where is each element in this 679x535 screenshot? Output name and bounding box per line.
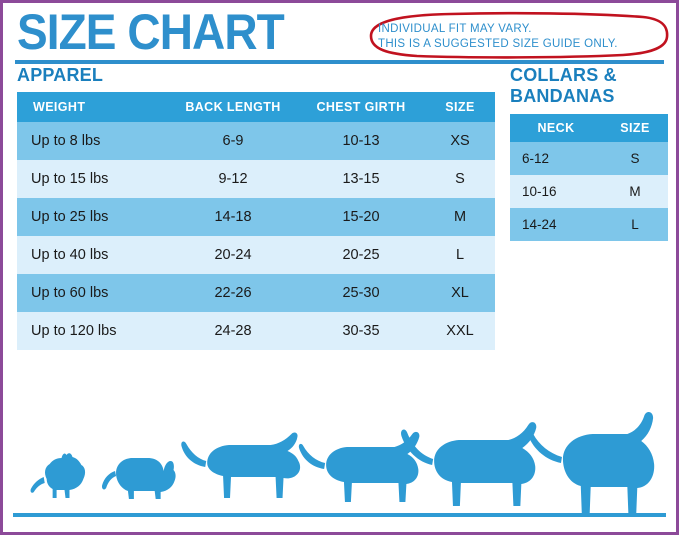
card-inner: SIZE CHART INDIVIDUAL FIT MAY VARY. THIS… <box>3 3 676 532</box>
collars-heading-line-2: BANDANAS <box>510 86 615 106</box>
disclaimer-text: INDIVIDUAL FIT MAY VARY. THIS IS A SUGGE… <box>378 22 618 51</box>
ground-line <box>13 513 666 517</box>
cell-size: XXL <box>425 312 495 350</box>
cell-chest-girth: 20-25 <box>297 236 425 274</box>
cell-back-length: 20-24 <box>169 236 297 274</box>
tables-area: APPAREL WEIGHT BACK LENGTH CHEST GIRTH S… <box>13 65 668 377</box>
cell-size: L <box>425 236 495 274</box>
table-row: Up to 120 lbs 24-28 30-35 XXL <box>17 312 495 350</box>
cell-chest-girth: 13-15 <box>297 160 425 198</box>
cell-neck: 14-24 <box>510 208 602 241</box>
cell-size: XS <box>425 122 495 160</box>
apparel-col-size: SIZE <box>425 92 495 122</box>
husky-silhouette <box>401 422 537 506</box>
cell-neck: 6-12 <box>510 142 602 175</box>
table-row: 14-24 L <box>510 208 668 241</box>
cell-back-length: 6-9 <box>169 122 297 160</box>
collars-section: COLLARS & BANDANAS NECK SIZE 6-12 S <box>510 65 668 241</box>
header: SIZE CHART INDIVIDUAL FIT MAY VARY. THIS… <box>13 3 669 65</box>
cell-size: M <box>602 175 668 208</box>
apparel-col-back-length: BACK LENGTH <box>169 92 297 122</box>
great-dane-silhouette <box>527 412 655 513</box>
collars-table: NECK SIZE 6-12 S 10-16 M <box>510 114 668 241</box>
page-title: SIZE CHART <box>17 4 285 60</box>
red-oval-annotation <box>369 11 669 59</box>
dog-silhouettes-svg <box>13 412 666 517</box>
disclaimer-line-1: INDIVIDUAL FIT MAY VARY. <box>378 23 532 35</box>
collars-heading-line-1: COLLARS & <box>510 65 617 85</box>
cell-size: L <box>602 208 668 241</box>
apparel-header-row: WEIGHT BACK LENGTH CHEST GIRTH SIZE <box>17 92 495 122</box>
apparel-col-weight: WEIGHT <box>17 92 169 122</box>
cell-back-length: 9-12 <box>169 160 297 198</box>
cell-weight: Up to 8 lbs <box>17 122 169 160</box>
cell-neck: 10-16 <box>510 175 602 208</box>
labrador-silhouette <box>181 432 301 498</box>
pomeranian-silhouette <box>30 453 86 498</box>
title-underline <box>15 60 664 64</box>
cell-chest-girth: 10-13 <box>297 122 425 160</box>
cell-chest-girth: 15-20 <box>297 198 425 236</box>
disclaimer-line-2: THIS IS A SUGGESTED SIZE GUIDE ONLY. <box>378 37 618 50</box>
table-row: Up to 60 lbs 22-26 25-30 XL <box>17 274 495 312</box>
table-row: 10-16 M <box>510 175 668 208</box>
table-row: Up to 15 lbs 9-12 13-15 S <box>17 160 495 198</box>
apparel-heading: APPAREL <box>17 65 104 85</box>
cell-chest-girth: 25-30 <box>297 274 425 312</box>
table-row: Up to 8 lbs 6-9 10-13 XS <box>17 122 495 160</box>
table-row: Up to 25 lbs 14-18 15-20 M <box>17 198 495 236</box>
collars-col-neck: NECK <box>510 114 602 142</box>
cell-size: S <box>602 142 668 175</box>
collars-header-row: NECK SIZE <box>510 114 668 142</box>
apparel-table: WEIGHT BACK LENGTH CHEST GIRTH SIZE Up t… <box>17 92 495 350</box>
cell-back-length: 22-26 <box>169 274 297 312</box>
cell-size: XL <box>425 274 495 312</box>
table-row: Up to 40 lbs 20-24 20-25 L <box>17 236 495 274</box>
cell-size: S <box>425 160 495 198</box>
disclaimer-note: INDIVIDUAL FIT MAY VARY. THIS IS A SUGGE… <box>361 11 671 59</box>
cell-weight: Up to 60 lbs <box>17 274 169 312</box>
cell-weight: Up to 120 lbs <box>17 312 169 350</box>
cell-weight: Up to 15 lbs <box>17 160 169 198</box>
apparel-section: APPAREL WEIGHT BACK LENGTH CHEST GIRTH S… <box>17 65 495 350</box>
cell-weight: Up to 40 lbs <box>17 236 169 274</box>
cell-chest-girth: 30-35 <box>297 312 425 350</box>
table-row: 6-12 S <box>510 142 668 175</box>
collars-col-size: SIZE <box>602 114 668 142</box>
cell-size: M <box>425 198 495 236</box>
pug-silhouette <box>101 458 176 499</box>
spaniel-silhouette <box>298 431 420 502</box>
cell-weight: Up to 25 lbs <box>17 198 169 236</box>
cell-back-length: 24-28 <box>169 312 297 350</box>
apparel-col-chest-girth: CHEST GIRTH <box>297 92 425 122</box>
dog-size-illustration <box>13 403 666 523</box>
cell-back-length: 14-18 <box>169 198 297 236</box>
